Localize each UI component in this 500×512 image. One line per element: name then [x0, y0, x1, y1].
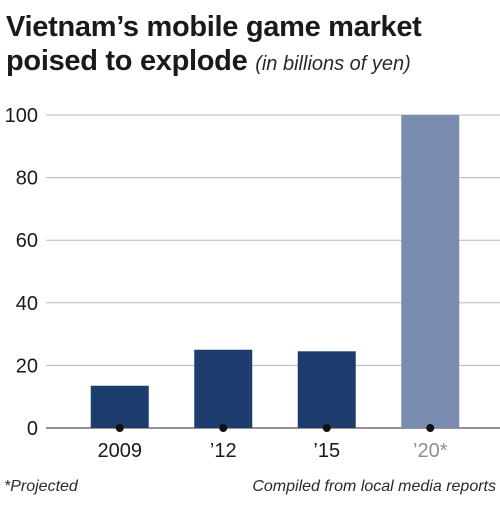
chart-title-text: Vietnam’s mobile game market poised to e…: [6, 11, 422, 77]
y-tick-label: 80: [16, 168, 38, 190]
x-tick-dot: [322, 424, 331, 432]
bar-projected: [401, 115, 460, 428]
x-tick-label: ’20*: [413, 440, 448, 462]
source-note: Compiled from local media reports: [252, 478, 496, 495]
bar: [90, 385, 149, 428]
y-tick-label: 0: [27, 418, 38, 440]
x-tick-dot: [426, 424, 435, 432]
x-tick-label: ’12: [210, 440, 237, 462]
x-tick-label: 2009: [98, 440, 143, 462]
y-tick-label: 100: [5, 105, 38, 127]
x-tick-dot: [219, 424, 228, 432]
chart-title: Vietnam’s mobile game market poised to e…: [6, 10, 496, 81]
x-tick-label: ’15: [313, 440, 340, 462]
bars: [90, 115, 460, 432]
y-tick-label: 40: [16, 293, 38, 315]
chart-subtitle: (in billions of yen): [255, 53, 411, 75]
projected-footnote: *Projected: [4, 478, 78, 495]
x-axis-ticks: 2009 ’12 ’15 ’20*: [98, 440, 448, 462]
y-tick-label: 60: [16, 230, 38, 252]
bar: [297, 351, 356, 428]
y-tick-label: 20: [16, 355, 38, 377]
bar: [194, 349, 253, 428]
x-tick-dot: [115, 424, 124, 432]
y-axis-ticks: 0 20 40 60 80 100: [5, 105, 38, 440]
